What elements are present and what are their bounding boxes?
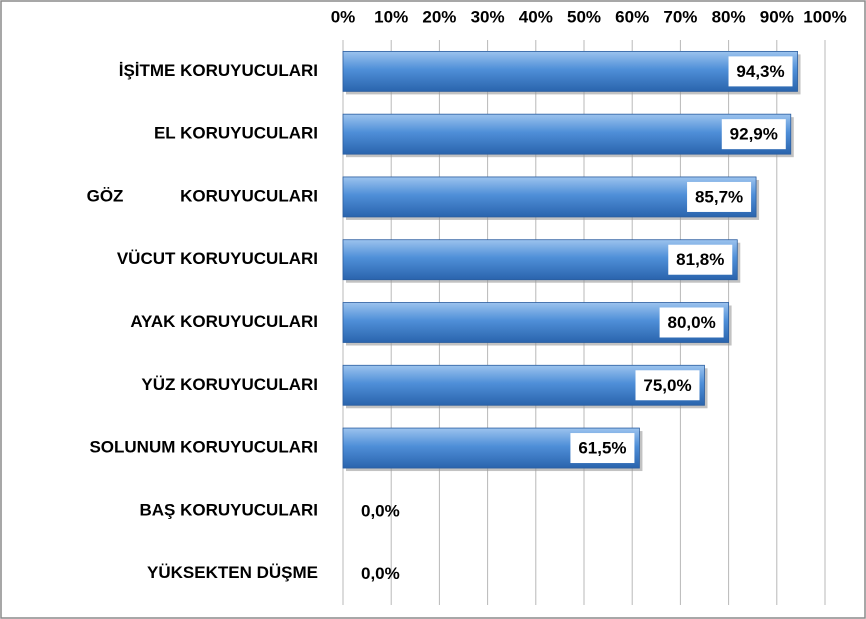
y-tick-label: VÜCUT KORUYUCULARI xyxy=(117,249,318,268)
y-tick-label: SOLUNUM KORUYUCULARI xyxy=(89,438,318,457)
y-tick-label: YÜKSEKTEN DÜŞME xyxy=(147,563,318,582)
x-tick-label: 50% xyxy=(567,7,601,26)
x-tick-label: 70% xyxy=(663,7,697,26)
data-label-box xyxy=(721,119,786,150)
y-tick-label: AYAK KORUYUCULARI xyxy=(130,312,318,331)
x-tick-label: 90% xyxy=(760,7,794,26)
y-tick-label: BAŞ KORUYUCULARI xyxy=(140,500,319,519)
data-label: 85,7% xyxy=(695,187,743,206)
data-label: 75,0% xyxy=(643,376,691,395)
data-label-box xyxy=(570,433,635,464)
x-tick-label: 100% xyxy=(803,7,846,26)
y-tick-label: GÖZ KORUYUCULARI xyxy=(87,186,318,205)
data-label-box xyxy=(728,56,793,87)
data-label-box xyxy=(635,370,700,401)
data-label-box xyxy=(668,244,733,275)
y-tick-label: YÜZ KORUYUCULARI xyxy=(141,375,318,394)
data-label: 61,5% xyxy=(578,439,626,458)
x-tick-label: 20% xyxy=(422,7,456,26)
bar xyxy=(342,113,792,155)
x-tick-label: 10% xyxy=(374,7,408,26)
y-tick-label: EL KORUYUCULARI xyxy=(154,124,318,143)
data-label: 92,9% xyxy=(730,125,778,144)
bar xyxy=(342,50,798,92)
data-label: 81,8% xyxy=(676,250,724,269)
y-tick-label: İŞİTME KORUYUCULARI xyxy=(119,61,318,80)
x-tick-label: 30% xyxy=(471,7,505,26)
x-tick-label: 60% xyxy=(615,7,649,26)
x-tick-label: 0% xyxy=(331,7,356,26)
data-label: 0,0% xyxy=(361,564,400,583)
x-tick-label: 40% xyxy=(519,7,553,26)
data-label-box xyxy=(659,307,724,338)
data-label: 94,3% xyxy=(736,62,784,81)
x-tick-label: 80% xyxy=(712,7,746,26)
data-label: 80,0% xyxy=(667,313,715,332)
data-label: 0,0% xyxy=(361,501,400,520)
data-label-box xyxy=(687,181,752,212)
